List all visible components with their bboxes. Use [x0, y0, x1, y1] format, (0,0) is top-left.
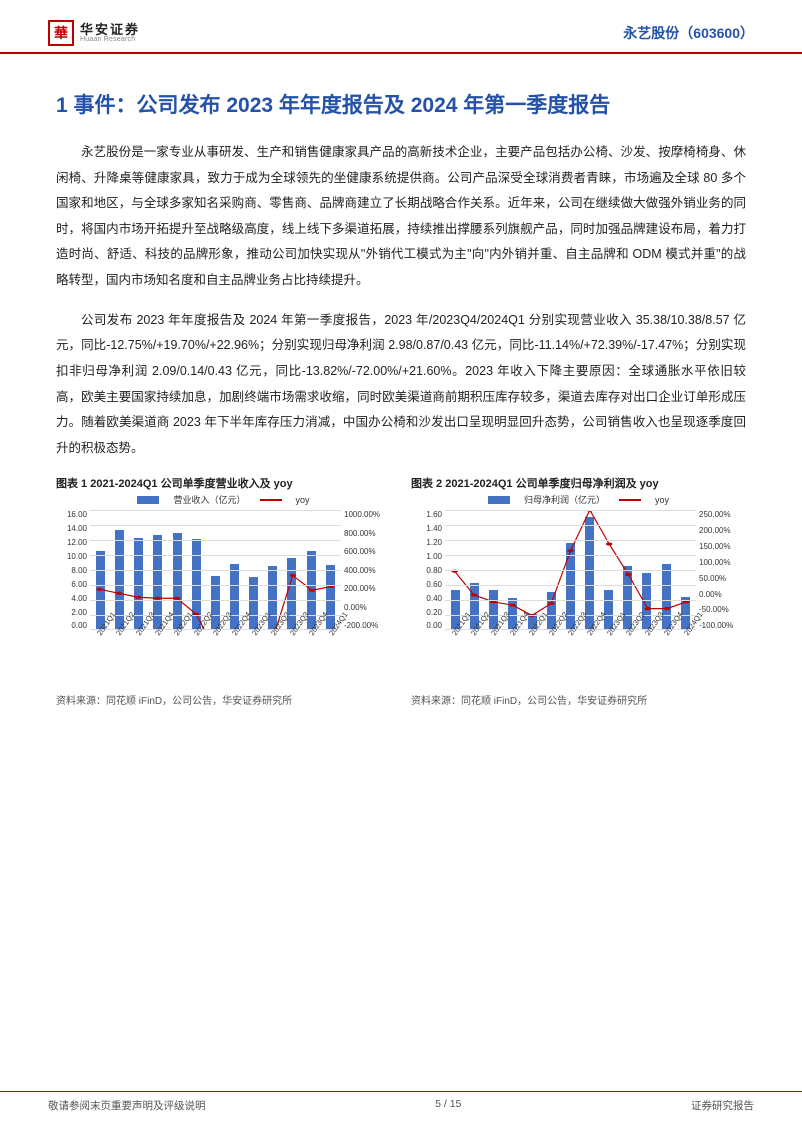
y-tick: 6.00	[56, 580, 87, 589]
paragraph-2: 公司发布 2023 年年度报告及 2024 年第一季度报告，2023 年/202…	[56, 308, 746, 462]
content: 1 事件：公司发布 2023 年年度报告及 2024 年第一季度报告 永艺股份是…	[0, 54, 802, 707]
y-tick: 4.00	[56, 594, 87, 603]
y-tick: 10.00	[56, 552, 87, 561]
chart-2: 图表 2 2021-2024Q1 公司单季度归母净利润及 yoy 归母净利润（亿…	[411, 475, 746, 707]
legend-bar-swatch	[137, 496, 159, 504]
y-tick: 1.20	[411, 538, 442, 547]
y-tick: 1.60	[411, 510, 442, 519]
stock-name: 永艺股份（603600）	[623, 23, 754, 43]
y-tick: 8.00	[56, 566, 87, 575]
x-label: 2023Q4	[307, 625, 320, 638]
chart-1-legend: 营业收入（亿元） yoy	[56, 493, 391, 506]
x-label: 2023Q3	[288, 625, 301, 638]
y-tick: 12.00	[56, 538, 87, 547]
x-label: 2022Q4	[585, 625, 598, 638]
y-tick: -200.00%	[344, 621, 391, 630]
x-label: 2022Q1	[527, 625, 540, 638]
y-tick: 0.00%	[344, 603, 391, 612]
y-tick: 150.00%	[699, 542, 746, 551]
legend-bar-swatch	[488, 496, 510, 504]
y-tick: 16.00	[56, 510, 87, 519]
y-tick: 0.80	[411, 566, 442, 575]
y-tick: 400.00%	[344, 566, 391, 575]
y-tick: 50.00%	[699, 574, 746, 583]
chart-2-y-right: 250.00% 200.00% 150.00% 100.00% 50.00% 0.00% -…	[696, 510, 746, 630]
y-tick: 0.00	[411, 621, 442, 630]
chart-1-y-left: 16.00 14.00 12.00 10.00 8.00 6.00 4.00 2.00 0.00	[56, 510, 90, 630]
chart-1: 图表 1 2021-2024Q1 公司单季度营业收入及 yoy 营业收入（亿元）…	[56, 475, 391, 707]
chart-2-source: 资料来源：同花顺 iFinD，公司公告，华安证券研究所	[411, 692, 746, 707]
x-label: 2023Q4	[662, 625, 675, 638]
page-footer: 敬请参阅末页重要声明及评级说明 5 / 15 证券研究报告	[0, 1091, 802, 1113]
y-tick: 200.00%	[699, 526, 746, 535]
y-tick: 2.00	[56, 608, 87, 617]
chart-2-y-left: 1.60 1.40 1.20 1.00 0.80 0.60 0.40 0.20 0.00	[411, 510, 445, 630]
logo-text: 华安证券 Huaan Research	[80, 23, 140, 43]
y-tick: 0.00	[56, 621, 87, 630]
legend-line-label: yoy	[655, 495, 669, 505]
x-label: 2022Q4	[230, 625, 243, 638]
y-tick: 0.20	[411, 608, 442, 617]
legend-line-swatch	[260, 499, 282, 501]
chart-1-x-labels: 2021Q12021Q22021Q32021Q42022Q12022Q22022…	[90, 632, 341, 641]
logo: 華 华安证券 Huaan Research	[48, 20, 140, 46]
x-label: 2021Q4	[508, 625, 521, 638]
section-title: 1 事件：公司发布 2023 年年度报告及 2024 年第一季度报告	[56, 86, 746, 126]
chart-1-source: 资料来源：同花顺 iFinD，公司公告，华安证券研究所	[56, 692, 391, 707]
y-tick: 200.00%	[344, 584, 391, 593]
legend-bar-label: 营业收入（亿元）	[173, 493, 245, 506]
y-tick: -100.00%	[699, 621, 746, 630]
paragraph-1: 永艺股份是一家专业从事研发、生产和销售健康家具产品的高新技术企业，主要产品包括办…	[56, 140, 746, 294]
logo-cn: 华安证券	[80, 23, 140, 36]
y-tick: 1.00	[411, 552, 442, 561]
y-tick: 600.00%	[344, 547, 391, 556]
x-label: 2023Q3	[643, 625, 656, 638]
charts-row: 图表 1 2021-2024Q1 公司单季度营业收入及 yoy 营业收入（亿元）…	[56, 475, 746, 707]
x-label: 2022Q1	[172, 625, 185, 638]
footer-right: 证券研究报告	[691, 1098, 754, 1113]
logo-mark-icon: 華	[48, 20, 74, 46]
y-tick: 0.60	[411, 580, 442, 589]
y-tick: 100.00%	[699, 558, 746, 567]
chart-1-y-right: 1000.00% 800.00% 600.00% 400.00% 200.00% 0.00…	[341, 510, 391, 630]
chart-1-title: 图表 1 2021-2024Q1 公司单季度营业收入及 yoy	[56, 475, 391, 491]
footer-page: 5 / 15	[435, 1098, 461, 1113]
y-tick: 0.40	[411, 594, 442, 603]
y-tick: 1.40	[411, 524, 442, 533]
chart-2-title: 图表 2 2021-2024Q1 公司单季度归母净利润及 yoy	[411, 475, 746, 491]
x-label: 2021Q2	[114, 625, 127, 638]
y-tick: 250.00%	[699, 510, 746, 519]
y-tick: 14.00	[56, 524, 87, 533]
x-label: 2021Q2	[469, 625, 482, 638]
x-label: 2021Q1	[450, 625, 463, 638]
y-tick: 0.00%	[699, 590, 746, 599]
legend-line-swatch	[619, 499, 641, 501]
legend-line-label: yoy	[296, 495, 310, 505]
y-tick: 1000.00%	[344, 510, 391, 519]
chart-1-area: 16.00 14.00 12.00 10.00 8.00 6.00 4.00 2.00 0.00…	[56, 510, 391, 660]
y-tick: -50.00%	[699, 605, 746, 614]
x-label: 2021Q4	[153, 625, 166, 638]
x-label: 2021Q1	[95, 625, 108, 638]
legend-bar-label: 归母净利润（亿元）	[524, 493, 605, 506]
chart-2-area: 1.60 1.40 1.20 1.00 0.80 0.60 0.40 0.20 0.00 250…	[411, 510, 746, 660]
chart-2-legend: 归母净利润（亿元） yoy	[411, 493, 746, 506]
footer-left: 敬请参阅末页重要声明及评级说明	[48, 1098, 206, 1113]
chart-2-x-labels: 2021Q12021Q22021Q32021Q42022Q12022Q22022…	[445, 632, 696, 641]
page-header: 華 华安证券 Huaan Research 永艺股份（603600）	[0, 0, 802, 54]
logo-en: Huaan Research	[80, 36, 140, 43]
y-tick: 800.00%	[344, 529, 391, 538]
